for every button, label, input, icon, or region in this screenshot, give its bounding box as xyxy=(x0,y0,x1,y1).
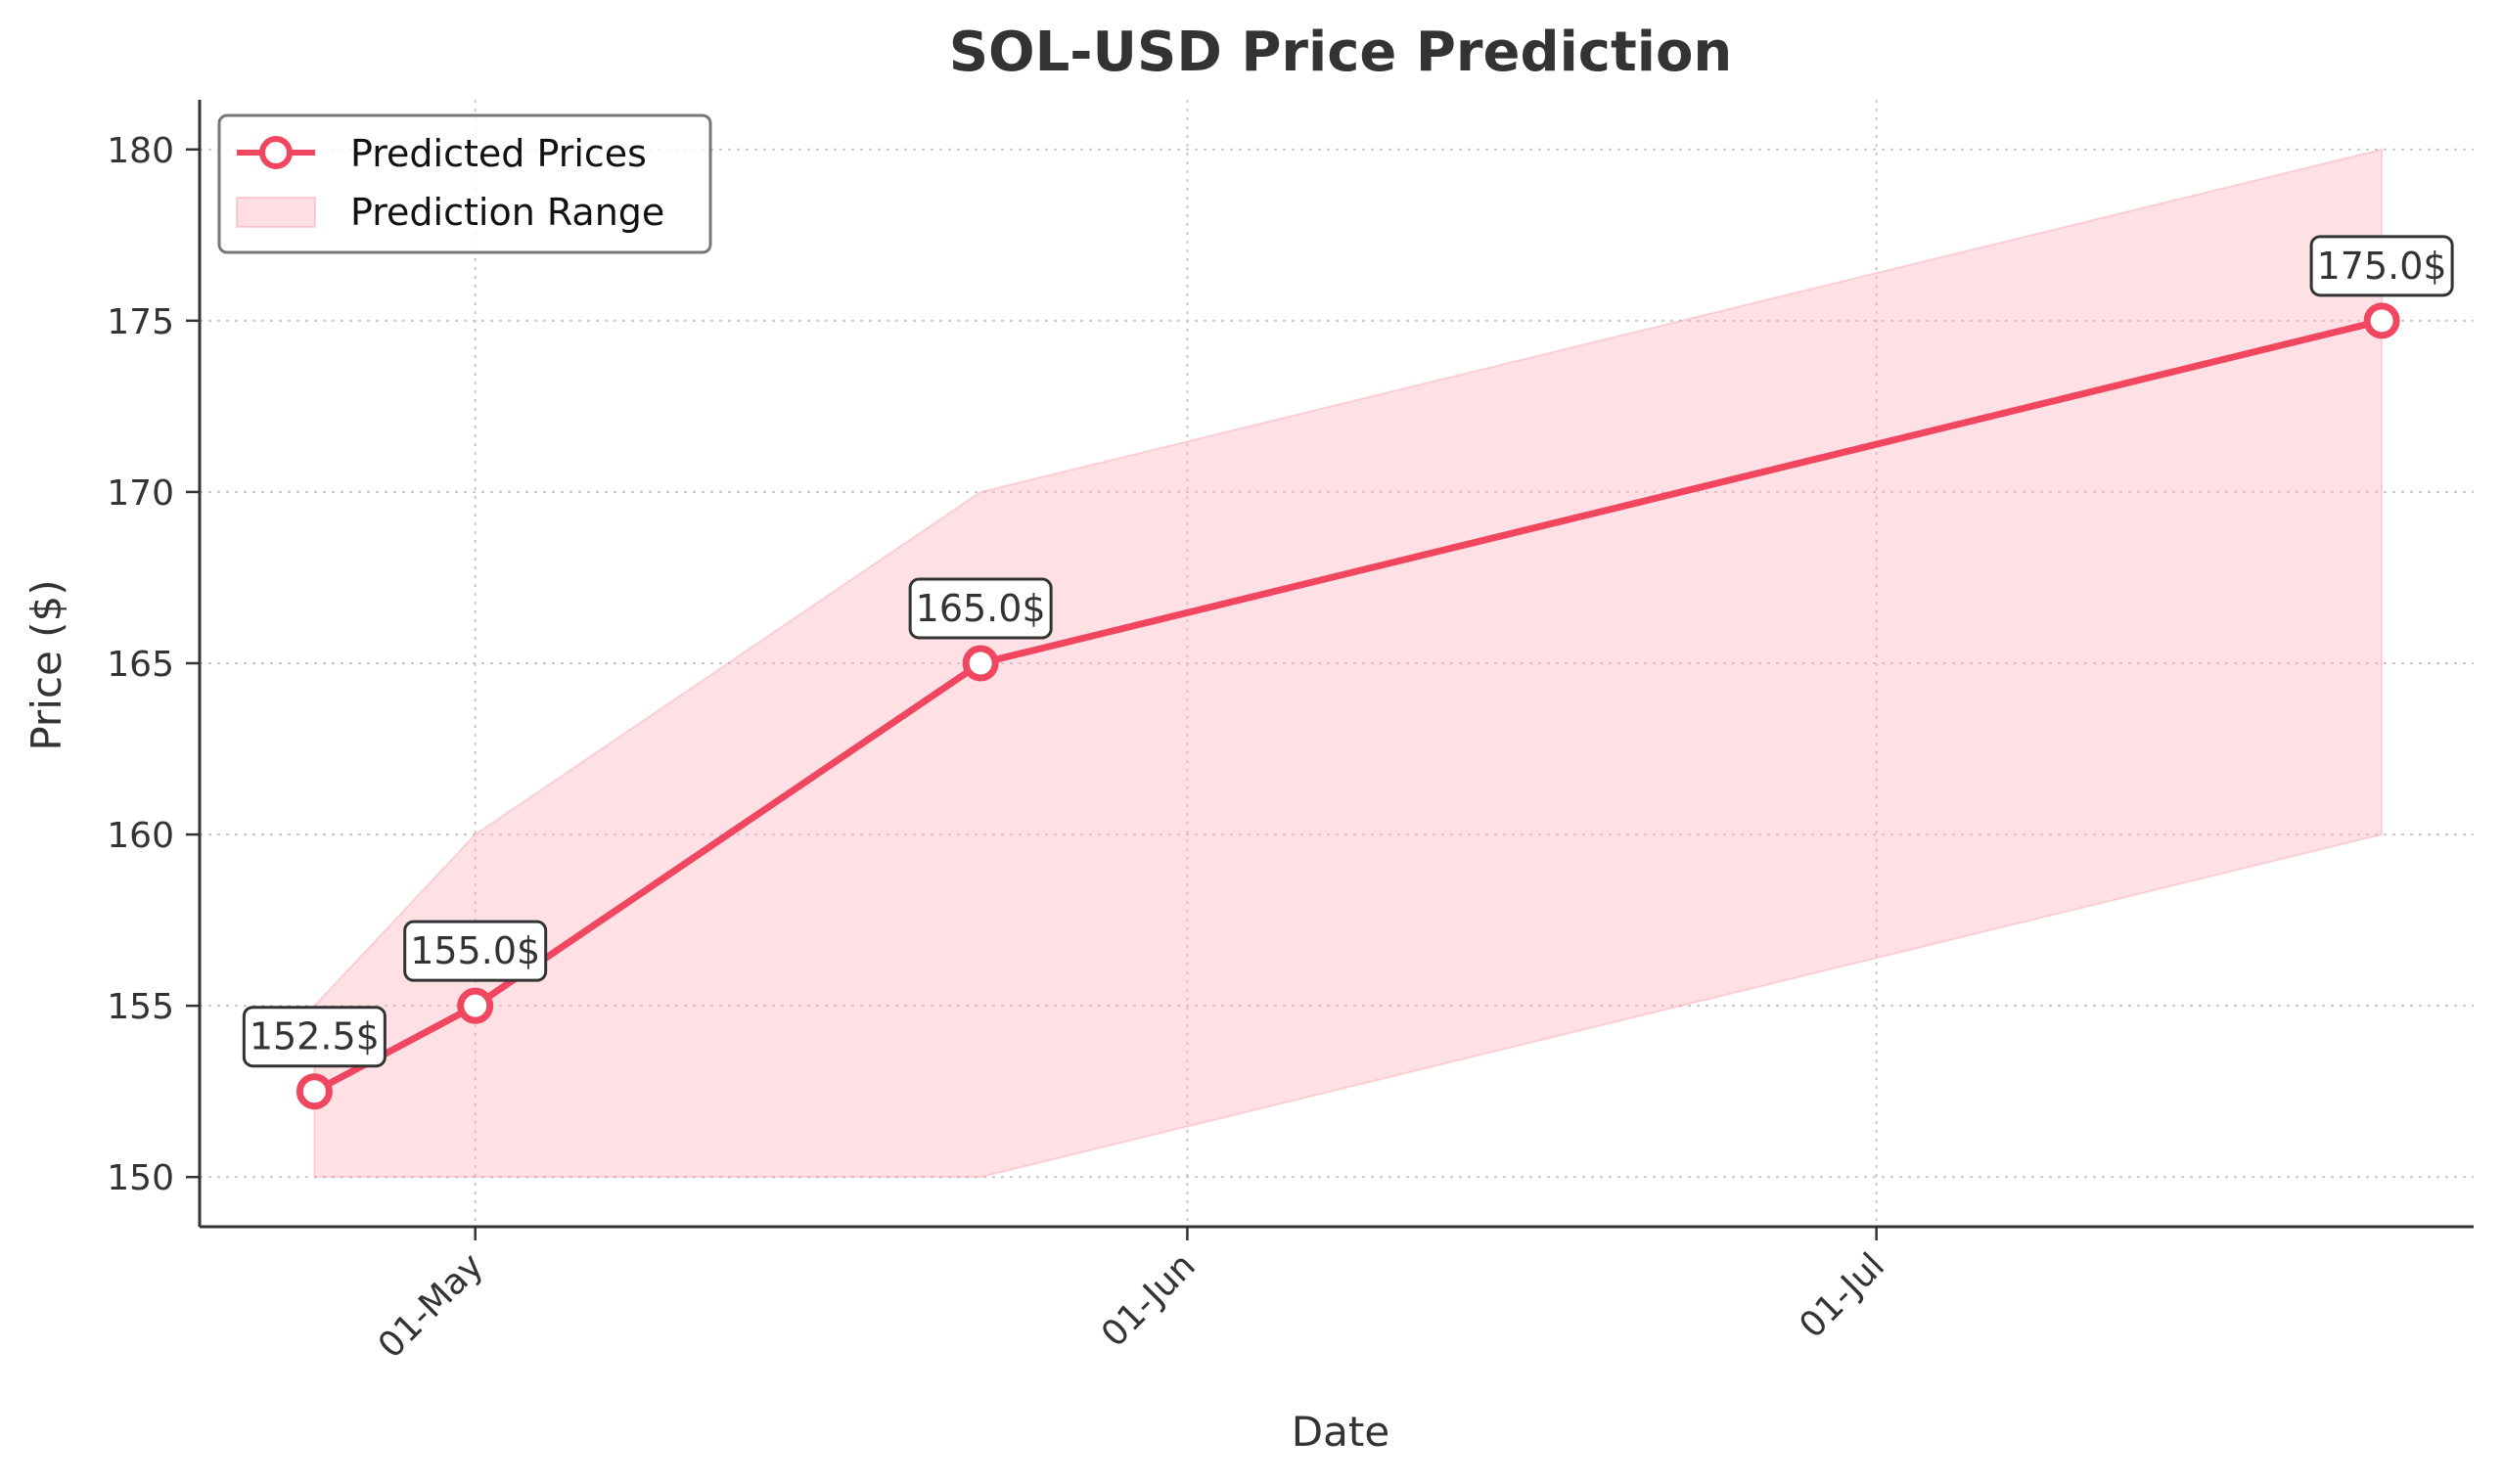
data-label-text: 165.0$ xyxy=(916,587,1046,630)
y-tick-label: 160 xyxy=(107,816,174,856)
data-label-box xyxy=(403,920,548,982)
data-label: 155.0$ xyxy=(403,920,548,982)
data-label-text: 152.5$ xyxy=(250,1015,380,1058)
data-label-text: 175.0$ xyxy=(2317,245,2447,288)
data-label: 175.0$ xyxy=(2309,235,2454,297)
prediction-range-layer xyxy=(313,148,2384,1179)
legend-label-prediction-range: Prediction Range xyxy=(350,191,664,234)
data-label: 152.5$ xyxy=(242,1006,387,1068)
data-point-marker xyxy=(2363,302,2400,339)
data-label-box xyxy=(242,1006,387,1068)
y-tick-label: 165 xyxy=(107,645,174,685)
grid xyxy=(200,100,2474,1227)
y-axis-label: Price ($) xyxy=(23,579,70,750)
data-point-marker xyxy=(296,1073,333,1110)
data-label: 165.0$ xyxy=(908,577,1053,640)
legend-circle-marker xyxy=(259,136,293,169)
legend: Predicted Prices Prediction Range xyxy=(217,113,712,254)
legend-label-predicted-prices: Predicted Prices xyxy=(350,132,647,175)
x-axis-label: Date xyxy=(1292,1408,1389,1456)
legend-box xyxy=(217,113,712,254)
chart-title: SOL-USD Price Prediction xyxy=(949,21,1733,84)
legend-range-swatch xyxy=(236,197,316,228)
data-point-marker xyxy=(962,645,999,682)
y-tick-label: 180 xyxy=(107,131,174,171)
y-tick-label: 150 xyxy=(107,1158,174,1198)
y-tick-label: 170 xyxy=(107,473,174,514)
predicted-prices-layer xyxy=(296,302,2400,1110)
data-label-text: 155.0$ xyxy=(410,929,540,972)
data-point-marker xyxy=(457,987,494,1024)
predicted-prices-line xyxy=(310,317,2386,1096)
y-tick-label: 155 xyxy=(107,987,174,1027)
data-label-box xyxy=(2309,235,2454,297)
y-tick-label: 175 xyxy=(107,302,174,342)
data-label-box xyxy=(908,577,1053,640)
annotations: 152.5$ 155.0$ 165.0$ 175.0$ xyxy=(242,235,2454,1068)
prediction-range-band xyxy=(313,148,2384,1179)
